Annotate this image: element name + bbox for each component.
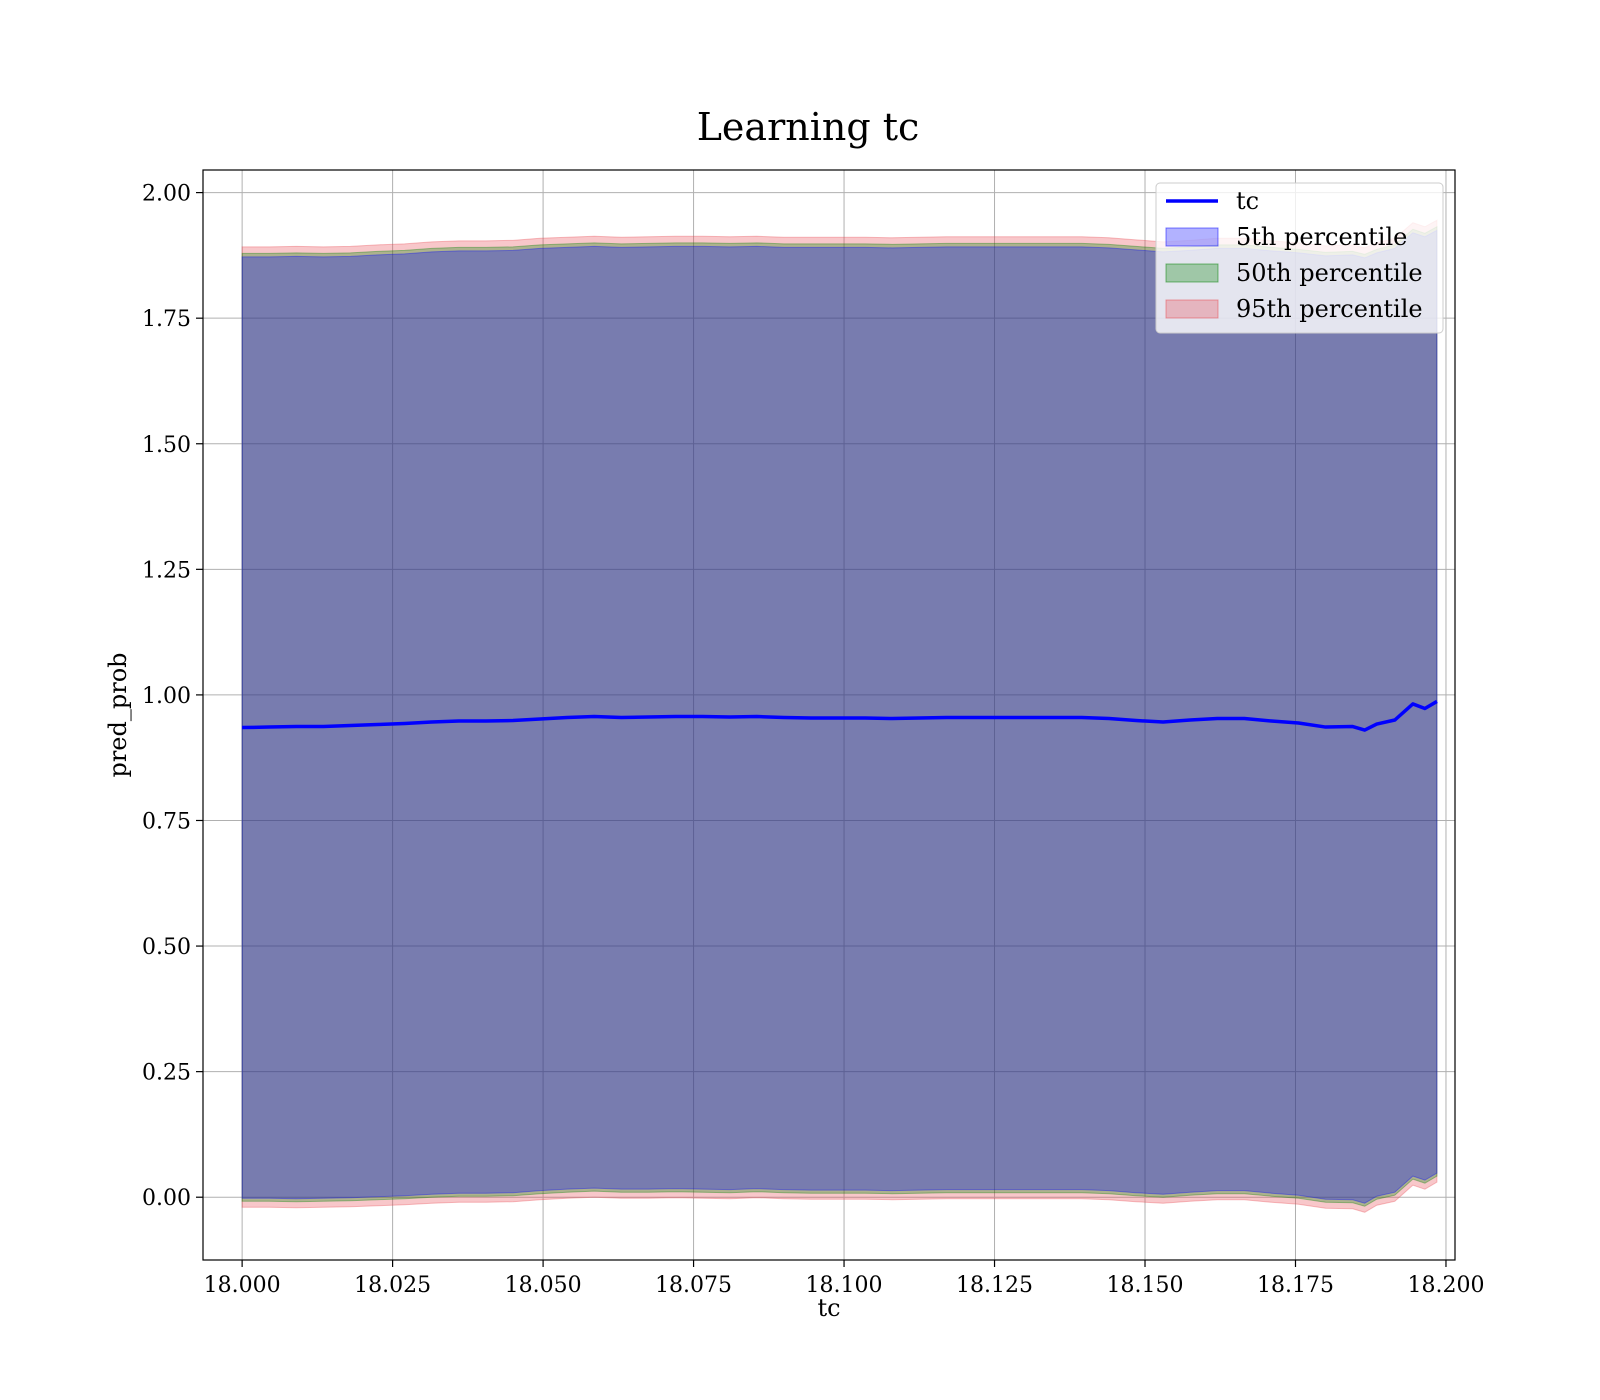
series-lines: [242, 699, 1438, 732]
legend-swatch-50th-percentile: [1165, 263, 1219, 283]
y-tick-label: 0.50: [142, 935, 191, 960]
y-tick-label: 1.50: [142, 433, 191, 458]
band-95th-percentile: [241, 219, 1438, 1213]
legend-label: tc: [1236, 187, 1259, 215]
y-tick-label: 1.25: [142, 558, 191, 583]
legend-box: [1155, 182, 1444, 334]
chart-title: Learning tc: [697, 105, 920, 149]
x-axis-title: tc: [817, 1294, 840, 1322]
legend-label: 95th percentile: [1236, 295, 1423, 323]
x-tick-label: 18.125: [956, 1273, 1033, 1298]
y-tick-label: 0.00: [142, 1186, 191, 1211]
y-tick-label: 2.00: [142, 182, 191, 207]
y-tick-label: 0.25: [142, 1061, 191, 1086]
x-tick-label: 18.000: [204, 1273, 281, 1298]
y-axis-title: pred_prob: [104, 652, 132, 777]
plot-area-frame: [202, 169, 1456, 1261]
y-tick-label: 1.75: [142, 307, 191, 332]
y-tick-label: 1.00: [142, 684, 191, 709]
legend-swatch-95th-percentile: [1165, 299, 1219, 319]
legend-swatch-5th-percentile: [1165, 227, 1219, 247]
x-tick-label: 18.150: [1107, 1273, 1184, 1298]
series-line-tc: [242, 699, 1438, 732]
x-tick-label: 18.175: [1257, 1273, 1334, 1298]
legend: tc 5th percentile 50th percentile 95th perc…: [1155, 182, 1444, 334]
x-tick-label: 18.200: [1407, 1273, 1484, 1298]
x-tick-label: 18.075: [655, 1273, 732, 1298]
x-tick-label: 18.100: [806, 1273, 883, 1298]
percentile-bands: [241, 219, 1438, 1213]
legend-label: 5th percentile: [1236, 223, 1407, 251]
x-tick-label: 18.025: [354, 1273, 431, 1298]
y-tick-label: 0.75: [142, 809, 191, 834]
grid: [203, 170, 1455, 1260]
legend-label: 50th percentile: [1236, 259, 1423, 287]
x-tick-label: 18.050: [505, 1273, 582, 1298]
axis-ticks: 18.000 18.025 18.050 18.075 18.100 18.125 18.1…: [142, 182, 1484, 1298]
